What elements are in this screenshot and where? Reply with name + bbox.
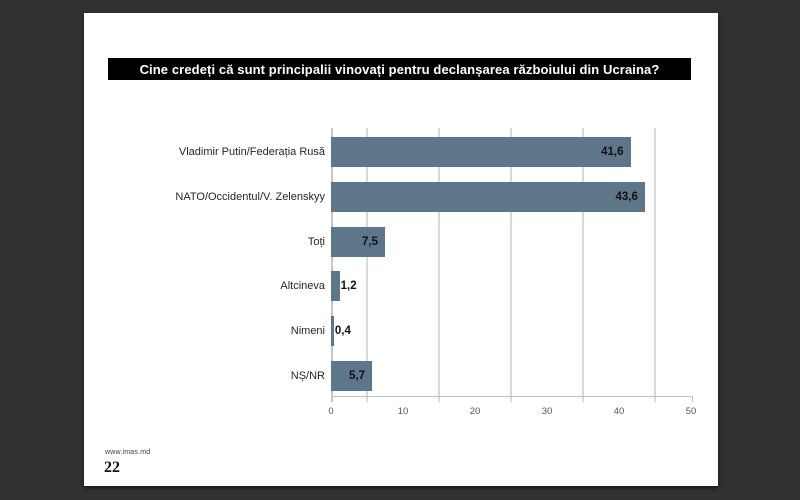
chart-title: Cine credeți că sunt principalii vinovaț… — [139, 61, 660, 77]
page-number: 22 — [104, 459, 120, 476]
value-label: 43,6 — [615, 191, 638, 203]
value-label: 1,2 — [340, 280, 357, 293]
gridline — [654, 128, 656, 402]
x-tick-label: 20 — [469, 406, 481, 417]
chart-bar — [331, 226, 385, 257]
category-label: Altcineva — [280, 280, 325, 293]
category-label: Nimeni — [290, 325, 325, 337]
value-label: 0,4 — [334, 325, 351, 337]
chart-bar — [331, 316, 334, 346]
gridline — [366, 128, 368, 402]
gridline — [438, 128, 440, 402]
value-label: 5,7 — [349, 369, 366, 382]
x-tick-label: 40 — [613, 406, 625, 417]
category-label: Vladimir Putin/Federația Rusă — [178, 146, 325, 159]
chart-bar — [331, 360, 373, 391]
value-label: 7,5 — [362, 235, 378, 248]
chart-title-bar: Cine credeți că sunt principalii vinovaț… — [108, 58, 691, 80]
chart-bar — [331, 137, 631, 168]
category-label: NȘ/NR — [290, 369, 325, 382]
chart-bar — [331, 271, 340, 302]
bar-chart: Vladimir Putin/Federația Rusă 41,6 NATO/Oc… — [84, 13, 718, 486]
x-tick-label: 10 — [397, 406, 409, 417]
x-tick-label: 0 — [328, 406, 334, 417]
category-label: Toți — [307, 235, 325, 248]
x-tick-label: 30 — [541, 406, 553, 417]
gridline — [510, 128, 512, 402]
x-axis-line — [331, 396, 693, 397]
x-axis-end-tick — [692, 396, 693, 402]
category-label: NATO/Occidentul/V. Zelenskyy — [175, 191, 325, 203]
slide: Cine credeți că sunt principalii vinovaț… — [84, 13, 718, 486]
value-label: 41,6 — [601, 146, 624, 159]
website-text: www.imas.md — [105, 449, 151, 456]
x-tick-label: 50 — [685, 406, 697, 417]
gridline — [582, 128, 584, 402]
y-axis-line — [331, 128, 333, 402]
chart-bar — [331, 182, 645, 212]
